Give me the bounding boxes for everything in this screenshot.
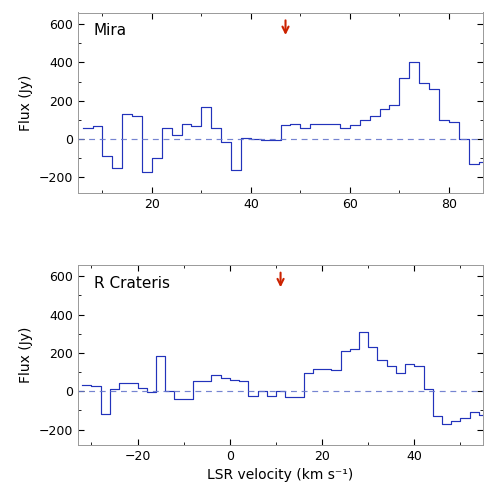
X-axis label: LSR velocity (km s⁻¹): LSR velocity (km s⁻¹) [207,468,354,482]
Y-axis label: Flux (Jy): Flux (Jy) [19,326,33,383]
Text: R Crateris: R Crateris [94,276,170,290]
Y-axis label: Flux (Jy): Flux (Jy) [19,74,33,131]
Text: Mira: Mira [94,24,127,38]
